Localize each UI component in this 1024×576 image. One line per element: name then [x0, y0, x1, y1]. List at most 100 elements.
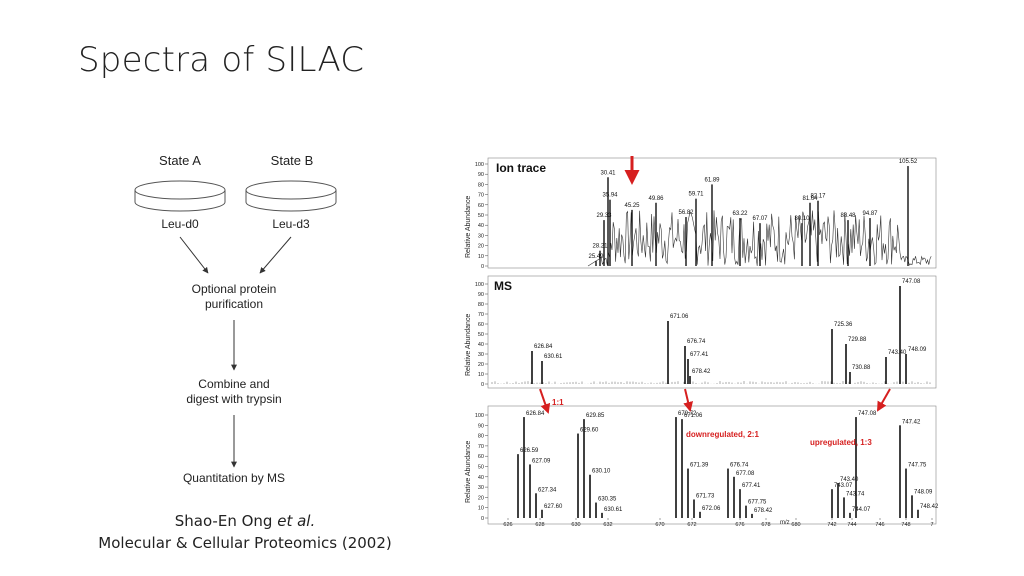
chromatogram-trace — [587, 210, 932, 267]
ms-panel-frame — [487, 275, 937, 389]
ion-trace-peak-label: 80.10 — [794, 216, 810, 222]
x-tick-label: 742 — [827, 522, 836, 528]
ms-peak-label: 743.40 — [888, 350, 907, 356]
y-tick-label: 30 — [478, 352, 484, 358]
zoom-peak-label: 678.42 — [754, 508, 773, 514]
y-tick-label: 100 — [475, 413, 484, 419]
y-tick-label: 80 — [478, 302, 484, 308]
ion-trace-peak-label: 88.48 — [840, 213, 856, 219]
zoom-peak-label: 748.42 — [920, 504, 939, 510]
x-tick-label: 632 — [603, 522, 612, 528]
zoom-peak-label: 630.35 — [598, 497, 617, 503]
ion-trace-peak-labels: 25.49 28.21 29.33 30.41 35.94 45.25 49.86 56.82… — [588, 159, 917, 260]
y-tick-label: 40 — [478, 223, 484, 229]
y-tick-label: 80 — [478, 182, 484, 188]
zoom-peak-label: 629.85 — [586, 413, 605, 419]
ratio-11-label: 1:1 — [552, 398, 564, 407]
ion-trace-peak-label: 59.71 — [688, 192, 704, 198]
y-tick-label: 90 — [478, 292, 484, 298]
ion-trace-peak-label: 29.33 — [596, 213, 612, 219]
ratio-11-arrow — [539, 388, 551, 414]
caption-author: Shao-En Ong — [174, 512, 273, 530]
y-tick-label: 0 — [481, 516, 484, 522]
zoom-peak-label: 744.07 — [852, 507, 871, 513]
zoom-peak-label: 630.10 — [592, 469, 611, 475]
arrow-a-to-purification — [179, 236, 209, 274]
zoom-peak-label: 670.72 — [678, 411, 697, 417]
step-purification-line1: Optional protein — [192, 282, 277, 296]
x-tick-label: 746 — [875, 522, 884, 528]
culture-dish-b — [245, 180, 337, 212]
state-b-label: State B — [271, 153, 314, 168]
zoom-panel-frame — [487, 405, 937, 525]
y-tick-label: 90 — [478, 172, 484, 178]
y-tick-label: 20 — [478, 362, 484, 368]
zoom-peak-label: 626.59 — [520, 448, 539, 454]
y-tick-label: 60 — [478, 203, 484, 209]
zoom-peak-label: 626.84 — [526, 411, 545, 417]
caption-journal: Molecular & Cellular Proteomics (2002) — [98, 534, 392, 552]
citation-caption: Shao-En Ong et al. Molecular & Cellular … — [60, 510, 430, 554]
y-tick-label: 0 — [481, 264, 484, 270]
ion-trace-panel-frame — [487, 157, 937, 269]
zoom-y-ticks: 0 10 20 30 40 50 60 70 80 90 100 — [475, 413, 488, 522]
ms-peaks: 626.84 630.61 671.06 676.74 677.41 678.42 725.… — [491, 279, 931, 384]
state-a-label: State A — [159, 153, 201, 168]
zoom-peak-label: 676.74 — [730, 463, 749, 469]
spectra-figure: Ion trace MS Relative Abundance Relative… — [465, 156, 939, 528]
zoom-peak-label: 747.08 — [858, 411, 877, 417]
y-tick-label: 90 — [478, 423, 484, 429]
y-tick-label: 40 — [478, 342, 484, 348]
step-digest-line1: Combine and — [198, 377, 269, 391]
y-tick-label: 70 — [478, 312, 484, 318]
ms-y-ticks: 0 10 20 30 40 50 60 70 80 90 100 — [475, 282, 488, 388]
y-tick-label: 70 — [478, 444, 484, 450]
ms-peak-label: 630.61 — [544, 354, 563, 360]
x-tick-label: 680 — [791, 522, 800, 528]
ion-trace-chromatogram — [587, 166, 932, 267]
step-purification-line2: purification — [205, 297, 263, 311]
zoom-peaks: 626.59 626.84 627.09 627.34 627.60 629.60 629.… — [517, 411, 939, 518]
ms-peak-label: 678.42 — [692, 369, 711, 375]
y-tick-label: 20 — [478, 244, 484, 250]
zoom-peak-label: 627.34 — [538, 487, 557, 493]
y-tick-label: 100 — [475, 162, 484, 168]
ion-trace-peak-label: 82.17 — [810, 194, 826, 200]
zoom-peak-label: 671.06 — [684, 413, 703, 419]
ms-peak-label: 671.06 — [670, 314, 689, 320]
zoom-ylabel: Relative Abundance — [465, 441, 472, 503]
ms-title: MS — [494, 279, 512, 293]
zoom-peak-label: 743.40 — [840, 477, 859, 483]
x-tick-label: 630 — [571, 522, 580, 528]
zoom-peak-label: 671.39 — [690, 463, 709, 469]
zoom-peak-label: 627.09 — [532, 458, 551, 464]
ion-trace-peak-label: 81.64 — [802, 196, 818, 202]
zoom-x-ticks: 626 628 630 632 670 672 676 678 680 742 744 746 748 7 — [503, 518, 934, 528]
culture-dish-a — [134, 180, 226, 212]
x-tick-label: 676 — [735, 522, 744, 528]
ion-trace-peak-label: 45.25 — [624, 203, 640, 209]
ms-peak-label: 748.09 — [908, 347, 927, 353]
y-tick-label: 50 — [478, 332, 484, 338]
ion-trace-ylabel: Relative Abundance — [465, 196, 472, 258]
ms-peak-label: 747.08 — [902, 279, 921, 285]
y-tick-label: 0 — [481, 382, 484, 388]
x-tick-label: 628 — [535, 522, 544, 528]
y-tick-label: 50 — [478, 213, 484, 219]
y-tick-label: 70 — [478, 193, 484, 199]
ion-trace-peak-label: 63.22 — [732, 211, 748, 217]
x-tick-label: 748 — [901, 522, 910, 528]
y-tick-label: 10 — [478, 506, 484, 512]
ms-peak-label: 725.36 — [834, 322, 853, 328]
x-tick-label: 7 — [930, 522, 933, 528]
leu-d0-label: Leu-d0 — [161, 217, 199, 231]
zoom-peak-label: 677.08 — [736, 471, 755, 477]
ion-trace-peak-label: 25.49 — [588, 254, 604, 260]
ion-trace-peak-label: 67.07 — [752, 216, 768, 222]
silac-workflow-diagram: State A State B Leu-d0 Leu-d3 Optional p… — [134, 153, 337, 485]
x-tick-label: 670 — [655, 522, 664, 528]
ms-ylabel: Relative Abundance — [465, 314, 472, 376]
zoom-peak-label: 630.61 — [604, 507, 623, 513]
zoom-peak-label: 677.75 — [748, 500, 767, 506]
y-tick-label: 20 — [478, 495, 484, 501]
